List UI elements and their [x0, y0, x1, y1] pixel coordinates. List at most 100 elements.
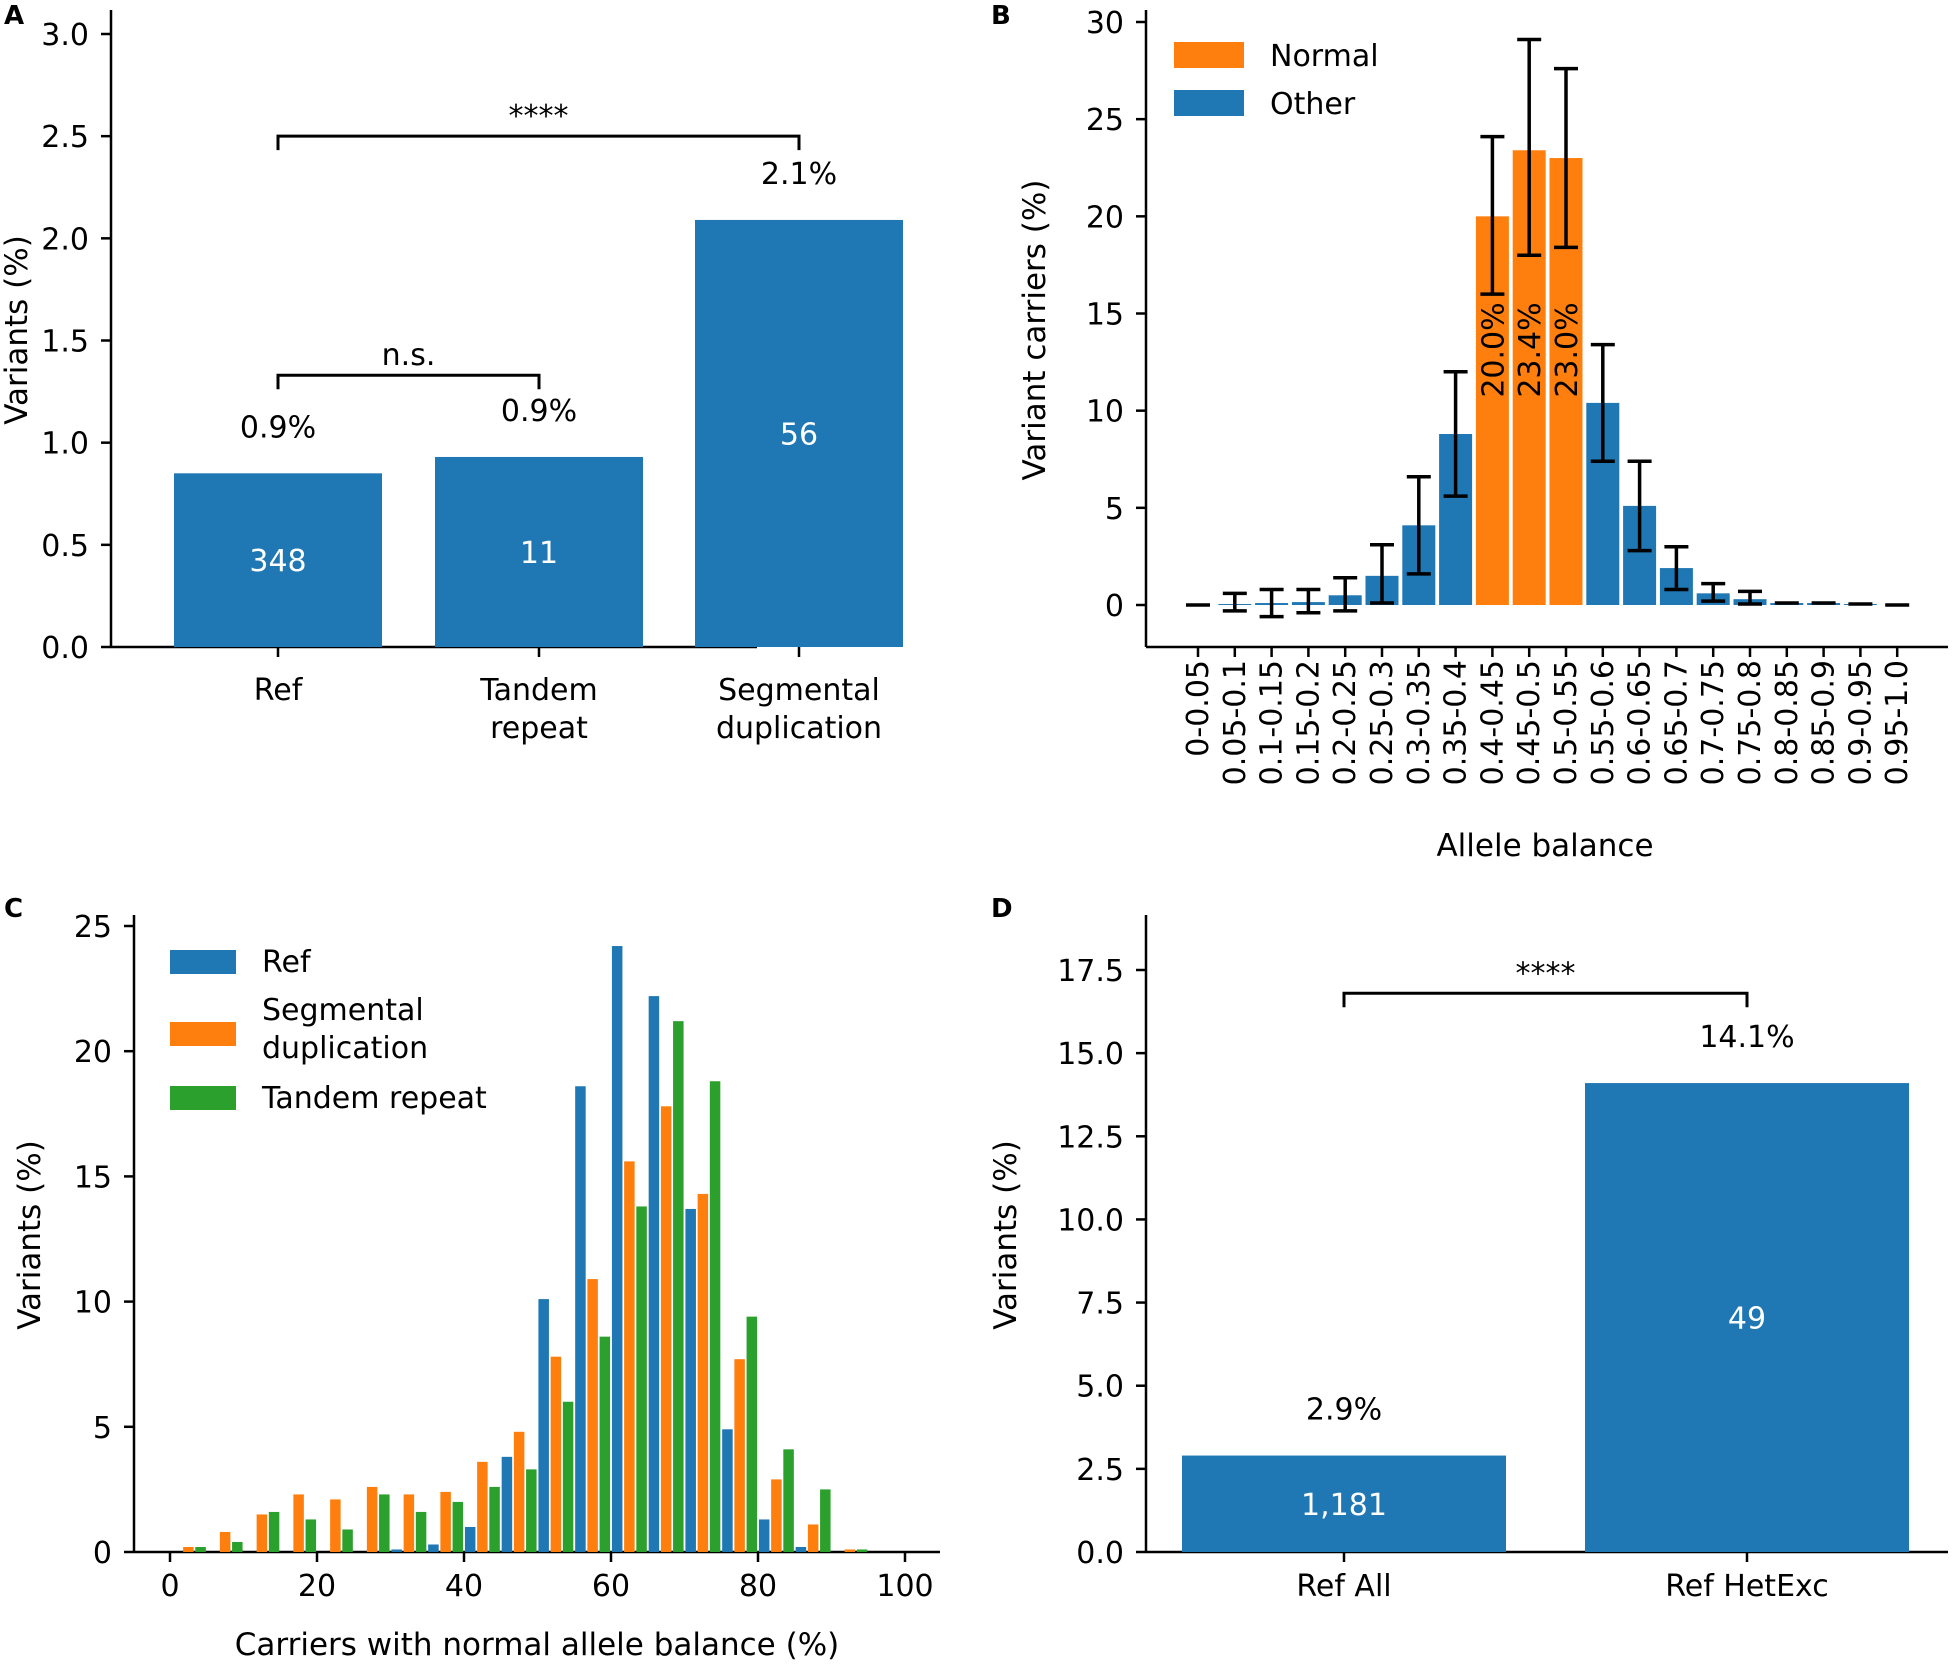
panel-c-bar-tandem-repeat: [709, 1081, 721, 1552]
panel-c-bar-tandem-repeat: [489, 1486, 500, 1552]
panel-c-bar-ref: [722, 1429, 733, 1552]
panel-b-x-tick-label: 0.7-0.75: [1696, 660, 1731, 785]
panel-a-count-label: 56: [780, 417, 818, 452]
panel-c-bar-segmental-duplication: [256, 1514, 268, 1552]
panel-d-y-tick-label: 7.5: [1076, 1287, 1124, 1322]
panel-c-x-tick-label: 0: [160, 1569, 179, 1604]
panel-c-bar-tandem-repeat: [820, 1489, 831, 1552]
panel-b-x-tick-label: 0-0.05: [1181, 660, 1216, 757]
panel-c-grouped-histogram: 0 5 10 15 20 25 Variants (%) 0 20 40 60 80 100 Carrie…: [12, 910, 940, 1663]
panel-d-y-tick-label: 2.5: [1076, 1453, 1124, 1488]
panel-c-bar-tandem-repeat: [783, 1449, 794, 1552]
panel-d-y-tick-label: 0.0: [1076, 1536, 1124, 1571]
panel-c-x-axis-label: Carriers with normal allele balance (%): [235, 1627, 840, 1663]
panel-c-y-tick-label: 5: [93, 1411, 112, 1446]
panel-a-significance-bracket: [276, 373, 541, 390]
panel-b-x-tick-label: 0.8-0.85: [1770, 660, 1805, 785]
panel-c-bar-ref: [391, 1549, 402, 1552]
panel-c-legend-label: Ref: [262, 945, 312, 980]
panel-b-y-tick-label: 0: [1105, 589, 1124, 624]
panel-b-legend-label: Other: [1270, 87, 1356, 122]
panel-a-x-tick-label: duplication: [716, 711, 882, 746]
panel-a-y-tick-label: 0.5: [41, 529, 89, 564]
panel-c-bar-tandem-repeat: [268, 1511, 280, 1552]
panel-b-x-tick-label: 0.95-1.0: [1880, 660, 1915, 785]
panel-d-bar: [1182, 1455, 1506, 1552]
panel-c-bar-segmental-duplication: [550, 1356, 562, 1552]
panel-c-bar-tandem-repeat: [636, 1206, 647, 1552]
panel-b-legend-swatch: [1174, 42, 1244, 68]
panel-b-x-tick-label: 0.4-0.45: [1475, 660, 1510, 785]
panel-c-bar-ref: [611, 946, 623, 1552]
panel-c-bar-segmental-duplication: [477, 1461, 488, 1552]
panel-c-bar-tandem-repeat: [526, 1469, 537, 1552]
panel-c-legend-swatch: [170, 950, 236, 974]
panel-c-bar-ref: [648, 996, 660, 1552]
panel-b-bar-value-label: 23.0%: [1550, 302, 1585, 397]
panel-b-x-tick-label: 0.25-0.3: [1365, 660, 1400, 785]
panel-b-x-tick-label: 0.2-0.25: [1328, 660, 1363, 785]
panel-b-x-tick-label: 0.5-0.55: [1549, 660, 1584, 785]
panel-b-y-tick-label: 25: [1086, 103, 1124, 138]
panel-c-legend-label: Segmental: [262, 993, 424, 1028]
panel-a-count-label: 348: [249, 544, 306, 579]
panel-a-percent-label: 0.9%: [240, 410, 316, 445]
panel-a-percent-label: 2.1%: [761, 157, 837, 192]
panel-a-x-tick-label: Ref: [254, 673, 304, 708]
panel-c-bar-segmental-duplication: [624, 1161, 635, 1552]
panel-b-bar-value-label: 20.0%: [1476, 302, 1511, 397]
panel-c-bar-ref: [464, 1526, 476, 1552]
panel-d-count-label: 49: [1728, 1302, 1766, 1337]
panel-c-bar-ref: [795, 1546, 807, 1552]
panel-c-bar-tandem-repeat: [232, 1541, 243, 1552]
panel-c-bar-tandem-repeat: [856, 1549, 868, 1552]
panel-c-bar-tandem-repeat: [379, 1494, 390, 1552]
panel-a-y-tick-label: 1.0: [41, 427, 89, 462]
panel-a-label: A: [4, 1, 24, 31]
panel-a-y-tick-label: 0.0: [41, 631, 89, 666]
panel-c-bar-ref: [758, 1519, 770, 1552]
panel-b-y-tick-label: 15: [1086, 298, 1124, 333]
panel-d-label: D: [991, 894, 1013, 924]
panel-c-bar-ref: [575, 1086, 586, 1552]
panel-c-bar-segmental-duplication: [513, 1431, 525, 1552]
panel-a-y-tick-label: 2.5: [41, 120, 89, 155]
panel-d-y-tick-label: 17.5: [1057, 954, 1124, 989]
panel-c-x-tick-label: 20: [298, 1569, 336, 1604]
panel-b-x-tick-label: 0.65-0.7: [1659, 660, 1694, 785]
panel-b-x-tick-label: 0.15-0.2: [1291, 660, 1326, 785]
panel-c-bar-segmental-duplication: [403, 1494, 415, 1552]
panel-c-bar-tandem-repeat: [305, 1519, 317, 1552]
panel-b-x-tick-label: 0.35-0.4: [1439, 660, 1474, 785]
panel-c-bar-segmental-duplication: [660, 1106, 672, 1552]
panel-c-bar-tandem-repeat: [673, 1021, 684, 1552]
panel-c-y-tick-label: 25: [74, 910, 112, 945]
panel-b-x-tick-label: 0.3-0.35: [1402, 660, 1437, 785]
panel-d-x-tick-label: Ref HetExc: [1665, 1569, 1829, 1604]
panel-b-y-tick-label: 10: [1086, 395, 1124, 430]
panel-b-x-tick-label: 0.1-0.15: [1255, 660, 1290, 785]
panel-a-x-tick-label: Segmental: [718, 673, 880, 708]
panel-c-legend-label: duplication: [262, 1031, 428, 1066]
panel-b-x-tick-label: 0.75-0.8: [1733, 660, 1768, 785]
panel-c-bar-segmental-duplication: [844, 1549, 856, 1552]
panel-c-bar-tandem-repeat: [415, 1511, 427, 1552]
panel-a-count-label: 11: [520, 536, 558, 571]
panel-d-significance-bracket: [1342, 991, 1749, 1008]
panel-c-bar-segmental-duplication: [183, 1546, 194, 1552]
panel-a-significance-bracket: [276, 134, 801, 151]
panel-a-bar: [174, 473, 382, 647]
panel-c-y-tick-label: 20: [74, 1035, 112, 1070]
panel-c-bar-segmental-duplication: [366, 1486, 378, 1552]
panel-c-bar-segmental-duplication: [771, 1479, 782, 1552]
panel-b-legend-swatch: [1174, 90, 1244, 116]
panel-c-y-tick-label: 0: [93, 1536, 112, 1571]
panel-a-significance-label: n.s.: [382, 338, 436, 373]
panel-d-y-axis-label: Variants (%): [988, 1140, 1024, 1330]
panel-c-y-axis-label: Variants (%): [12, 1140, 48, 1330]
panel-b-y-tick-label: 5: [1105, 492, 1124, 527]
panel-c-bar-segmental-duplication: [697, 1193, 709, 1552]
panel-a-percent-label: 0.9%: [501, 394, 577, 429]
